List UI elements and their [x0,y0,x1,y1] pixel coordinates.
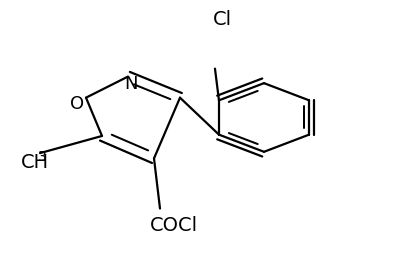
Text: O: O [70,95,84,113]
Text: COCl: COCl [150,216,198,235]
Text: N: N [124,76,138,93]
Text: 3: 3 [38,150,47,164]
Text: CH: CH [21,153,49,172]
Text: Cl: Cl [212,10,232,29]
